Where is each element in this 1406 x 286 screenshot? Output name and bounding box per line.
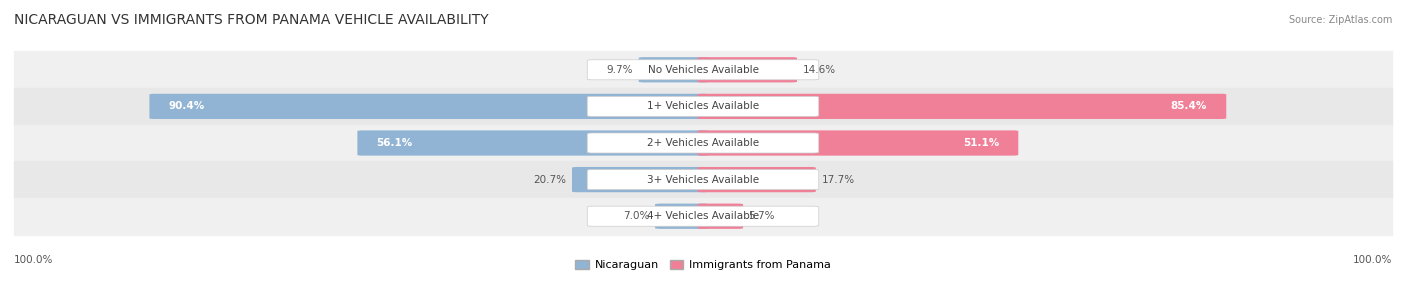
Bar (14, 161, 1392, 198)
Legend: Nicaraguan, Immigrants from Panama: Nicaraguan, Immigrants from Panama (571, 255, 835, 275)
FancyBboxPatch shape (572, 167, 709, 192)
Bar (14, 88, 1392, 125)
FancyBboxPatch shape (697, 94, 1226, 119)
Text: 9.7%: 9.7% (606, 65, 633, 75)
FancyBboxPatch shape (655, 204, 709, 229)
Text: NICARAGUAN VS IMMIGRANTS FROM PANAMA VEHICLE AVAILABILITY: NICARAGUAN VS IMMIGRANTS FROM PANAMA VEH… (14, 13, 489, 27)
Text: 56.1%: 56.1% (377, 138, 413, 148)
Text: 4+ Vehicles Available: 4+ Vehicles Available (647, 211, 759, 221)
Text: 20.7%: 20.7% (533, 175, 567, 184)
Bar (14, 198, 1392, 235)
FancyBboxPatch shape (588, 206, 818, 226)
Text: 100.0%: 100.0% (1353, 255, 1392, 265)
Text: 3+ Vehicles Available: 3+ Vehicles Available (647, 175, 759, 184)
Text: 7.0%: 7.0% (623, 211, 650, 221)
FancyBboxPatch shape (149, 94, 709, 119)
Bar (14, 125, 1392, 161)
Text: No Vehicles Available: No Vehicles Available (648, 65, 758, 75)
Text: 2+ Vehicles Available: 2+ Vehicles Available (647, 138, 759, 148)
FancyBboxPatch shape (588, 96, 818, 116)
Text: Source: ZipAtlas.com: Source: ZipAtlas.com (1288, 15, 1392, 25)
FancyBboxPatch shape (588, 133, 818, 153)
Text: 51.1%: 51.1% (963, 138, 1000, 148)
Text: 5.7%: 5.7% (748, 211, 775, 221)
FancyBboxPatch shape (697, 57, 797, 82)
FancyBboxPatch shape (697, 167, 815, 192)
Text: 14.6%: 14.6% (803, 65, 835, 75)
FancyBboxPatch shape (697, 130, 1018, 156)
Text: 17.7%: 17.7% (821, 175, 855, 184)
FancyBboxPatch shape (588, 170, 818, 190)
FancyBboxPatch shape (588, 60, 818, 80)
Text: 90.4%: 90.4% (169, 102, 205, 111)
Text: 1+ Vehicles Available: 1+ Vehicles Available (647, 102, 759, 111)
FancyBboxPatch shape (357, 130, 709, 156)
Bar (14, 51, 1392, 88)
Text: 85.4%: 85.4% (1171, 102, 1206, 111)
Text: 100.0%: 100.0% (14, 255, 53, 265)
FancyBboxPatch shape (638, 57, 709, 82)
FancyBboxPatch shape (697, 204, 742, 229)
